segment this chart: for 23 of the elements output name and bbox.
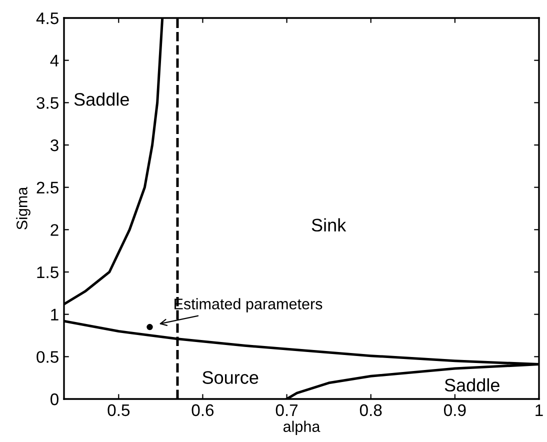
x-tick-label: 0.8: [360, 404, 382, 416]
y-tick-label: 3.5: [36, 97, 58, 109]
annotation: Sink: [312, 218, 346, 232]
x-axis-title: alpha: [283, 420, 320, 436]
annotation: Saddle: [444, 378, 500, 392]
annotation: Saddle: [74, 92, 129, 106]
y-tick-label: 0: [50, 393, 58, 406]
x-tick-label: 0.7: [276, 404, 298, 416]
y-tick-label: 4: [50, 54, 59, 66]
x-tick-label: 0.9: [444, 404, 466, 416]
annotation: Source: [202, 371, 258, 384]
x-tick-label: 1: [536, 404, 543, 416]
y-tick-label: 0.5: [36, 351, 58, 363]
y-tick-label: 1: [51, 308, 58, 320]
y-tick-label: 3: [50, 139, 58, 152]
x-tick-label: 0.5: [108, 404, 130, 416]
annotation: Estimated parameters: [174, 298, 322, 312]
y-tick-label: 1.5: [37, 266, 58, 278]
y-tick-label: 2: [50, 224, 58, 236]
x-tick-label: 0.6: [192, 404, 214, 416]
y-axis-title: Sigma: [16, 186, 30, 230]
y-tick-label: 4.5: [36, 12, 58, 24]
y-tick-label: 2.5: [36, 182, 58, 194]
